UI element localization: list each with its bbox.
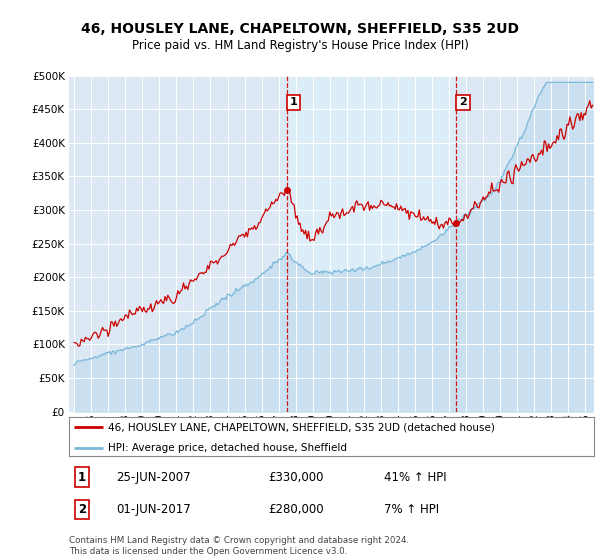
Text: 1: 1 [78,471,86,484]
Text: 46, HOUSLEY LANE, CHAPELTOWN, SHEFFIELD, S35 2UD: 46, HOUSLEY LANE, CHAPELTOWN, SHEFFIELD,… [81,22,519,36]
Text: 2: 2 [78,503,86,516]
Text: 7% ↑ HPI: 7% ↑ HPI [384,503,439,516]
Text: 46, HOUSLEY LANE, CHAPELTOWN, SHEFFIELD, S35 2UD (detached house): 46, HOUSLEY LANE, CHAPELTOWN, SHEFFIELD,… [109,422,495,432]
Text: £280,000: £280,000 [269,503,324,516]
Text: £330,000: £330,000 [269,471,324,484]
Text: 01-JUN-2017: 01-JUN-2017 [116,503,191,516]
Text: HPI: Average price, detached house, Sheffield: HPI: Average price, detached house, Shef… [109,443,347,453]
Text: 25-JUN-2007: 25-JUN-2007 [116,471,191,484]
Text: 1: 1 [290,97,298,108]
Text: Price paid vs. HM Land Registry's House Price Index (HPI): Price paid vs. HM Land Registry's House … [131,39,469,52]
Bar [287,76,456,412]
Text: Contains HM Land Registry data © Crown copyright and database right 2024.
This d: Contains HM Land Registry data © Crown c… [69,536,409,556]
Text: 2: 2 [459,97,467,108]
Text: 41% ↑ HPI: 41% ↑ HPI [384,471,446,484]
